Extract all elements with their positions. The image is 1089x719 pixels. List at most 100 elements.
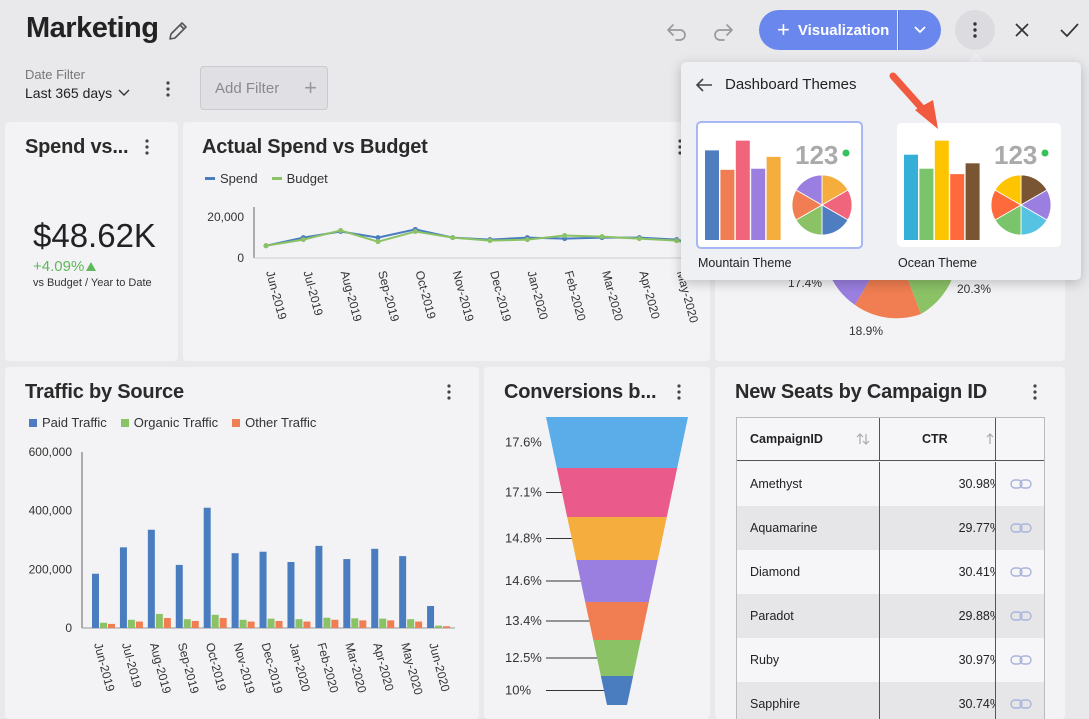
x-tick-label: Jun-2020 [426, 641, 453, 693]
mountain-theme-preview: 123 [705, 140, 853, 240]
check-icon[interactable] [1058, 20, 1080, 40]
close-icon[interactable] [1012, 20, 1032, 40]
bar-organic-traffic [323, 617, 331, 628]
funnel-kebab-icon[interactable] [669, 382, 689, 402]
bar-other-traffic [163, 618, 171, 628]
x-tick-label: Feb-2020 [314, 641, 341, 695]
pie-label: 20.3% [957, 282, 991, 296]
bar-other-traffic [275, 620, 283, 628]
link-icon[interactable] [996, 523, 1044, 533]
cell-campaign-id: Amethyst [737, 462, 880, 506]
theme-preview-bar [965, 163, 980, 240]
spend-chart-legend: Spend Budget [205, 171, 328, 186]
cell-campaign-id: Sapphire [737, 682, 880, 719]
funnel-stage [567, 517, 667, 560]
x-tick-label: May-2020 [398, 641, 425, 696]
bar-other-traffic [387, 620, 395, 628]
traffic-chart-kebab-icon[interactable] [439, 382, 459, 402]
back-arrow-icon[interactable] [695, 76, 713, 94]
legend-swatch [232, 418, 241, 427]
spend-chart-kebab-icon[interactable] [670, 137, 690, 157]
y-tick-label: 200,000 [29, 562, 73, 576]
bar-other-traffic [359, 620, 367, 628]
x-tick-label: Aug-2019 [338, 269, 365, 323]
x-tick-label: Apr-2020 [636, 269, 662, 321]
redo-icon[interactable] [710, 18, 736, 44]
x-tick-label: Sep-2019 [375, 269, 402, 323]
link-icon[interactable] [996, 611, 1044, 621]
x-tick-label: Jan-2020 [524, 269, 551, 321]
x-tick-label: Nov-2019 [231, 641, 258, 695]
add-filter-button[interactable]: Add Filter + [200, 66, 328, 110]
bar-other-traffic [303, 621, 311, 628]
bar-other-traffic [191, 620, 199, 628]
link-icon[interactable] [996, 655, 1044, 665]
sort-icon[interactable] [985, 431, 995, 447]
bar-organic-traffic [239, 619, 247, 628]
legend-item-other: Other Traffic [232, 415, 316, 430]
data-point [375, 235, 381, 241]
theme-card-mountain[interactable]: 123 [696, 121, 863, 249]
x-tick-label: Jun-2019 [91, 641, 118, 693]
kpi-delta: +4.09% [33, 258, 97, 275]
ocean-theme-preview: 123 [904, 140, 1052, 240]
table-kebab-icon[interactable] [1025, 382, 1045, 402]
table-title: New Seats by Campaign ID [735, 381, 987, 403]
date-filter-label: Date Filter [25, 67, 85, 82]
date-filter-dropdown[interactable]: Last 365 days [25, 85, 130, 101]
x-tick-label: Aug-2019 [147, 641, 174, 695]
theme-label-ocean: Ocean Theme [898, 256, 977, 270]
bar-paid-traffic [92, 573, 99, 628]
column-header-campaignid[interactable]: CampaignID [737, 418, 880, 460]
edit-title-pencil-icon[interactable] [166, 19, 190, 43]
funnel-stage-label: 10% [505, 683, 531, 698]
x-tick-label: Jun-2019 [263, 269, 290, 321]
bar-paid-traffic [287, 562, 295, 628]
bar-paid-traffic [175, 564, 183, 628]
link-icon[interactable] [996, 699, 1044, 709]
bar-organic-traffic [407, 619, 415, 628]
funnel-stage-label: 17.6% [505, 435, 542, 450]
funnel-stage [556, 468, 678, 517]
funnel-stage [593, 640, 641, 676]
theme-preview-bar [766, 156, 781, 240]
kpi-menu-kebab-icon[interactable] [137, 137, 157, 157]
spend-line-chart: 20,000 0 Jun-2019 Jul-2019 Aug-2019 Sep-2019 O… [207, 207, 710, 325]
link-icon[interactable] [996, 479, 1044, 489]
theme-preview-bar [735, 140, 750, 240]
date-filter-kebab-icon[interactable] [162, 80, 174, 98]
cell-campaign-id: Paradot [737, 594, 880, 638]
conversions-funnel-card: Conversions b... 17.6% 17.1% 14.8% 14.6% 13.… [484, 367, 710, 719]
bar-paid-traffic [427, 606, 435, 628]
link-icon[interactable] [996, 567, 1044, 577]
theme-preview-number: 123 [994, 140, 1037, 170]
theme-preview-bar [705, 150, 719, 240]
bar-organic-traffic [100, 622, 107, 628]
theme-preview-pie-slice [994, 174, 1022, 206]
more-options-button[interactable] [955, 10, 995, 50]
column-header-ctr[interactable]: CTR [880, 418, 996, 460]
theme-preview-bar [919, 168, 934, 240]
y-tick-label: 0 [237, 251, 244, 265]
theme-card-ocean[interactable]: 123 [897, 123, 1061, 247]
sort-icon[interactable] [855, 431, 871, 447]
x-tick-label: Jan-2020 [287, 641, 314, 693]
add-visualization-button[interactable]: + Visualization [759, 10, 897, 50]
bar-paid-traffic [147, 529, 155, 628]
data-point [562, 233, 568, 239]
data-point [300, 237, 306, 243]
pie-label: 18.9% [849, 324, 883, 338]
legend-swatch [271, 177, 282, 180]
visualization-dropdown-button[interactable] [898, 10, 941, 50]
undo-icon[interactable] [664, 18, 690, 44]
data-point [636, 236, 642, 242]
visualization-label: Visualization [797, 21, 890, 39]
themes-popover-title: Dashboard Themes [725, 76, 857, 93]
annotation-arrow-icon [889, 72, 938, 129]
